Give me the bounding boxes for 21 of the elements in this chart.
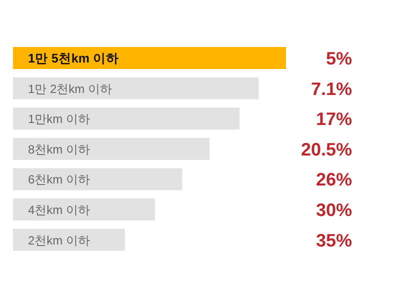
text: 35% [316,230,352,250]
bar [13,77,259,100]
y-tick-label: 6천km 이하 [28,172,90,187]
text: 7.1% [310,78,352,99]
y-tick-label: 8천km 이하 [28,142,90,156]
text: 26% [316,170,352,190]
text: 17% [316,109,352,130]
y-tick-label: 4천km 이하 [28,203,90,217]
text: 30% [316,200,352,220]
text: 20.5% [300,139,352,160]
bar [13,168,182,190]
y-tick-label: 1만 5천km 이하 [28,52,119,66]
y-tick-label: 1만km 이하 [28,112,90,126]
y-tick-label: 1만 2천km 이하 [28,82,112,96]
text: 5% [326,48,352,68]
bar [13,138,210,160]
bar [13,47,286,69]
bar [13,108,240,130]
bar [13,198,155,220]
bar [13,228,125,251]
y-tick-label: 2천km 이하 [28,233,90,248]
